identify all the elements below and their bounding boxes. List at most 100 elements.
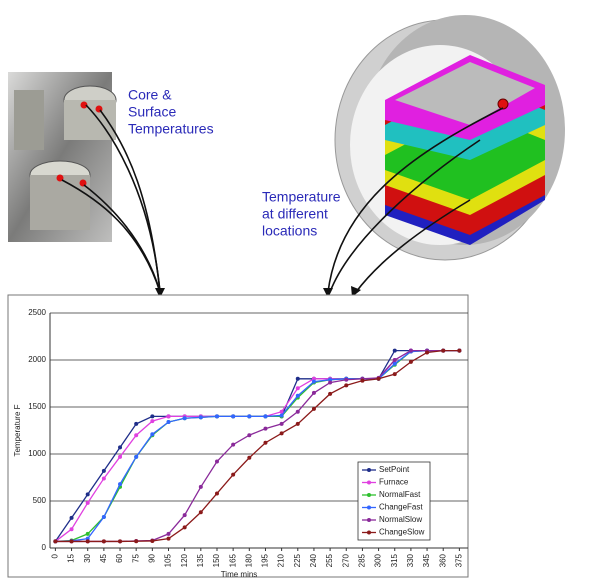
x-tick-label: 180 (244, 553, 253, 567)
data-point (85, 492, 90, 497)
x-tick-label: 60 (115, 553, 124, 562)
series-line (55, 349, 460, 543)
data-point (328, 380, 333, 385)
x-tick-label: 345 (422, 553, 431, 567)
data-point (134, 539, 139, 544)
data-point (457, 348, 462, 353)
y-tick-label: 1000 (28, 449, 46, 458)
x-tick-label: 90 (147, 553, 156, 562)
data-point (295, 409, 300, 414)
data-point (134, 454, 139, 459)
data-point (166, 414, 171, 419)
data-point (279, 413, 284, 418)
legend-marker (367, 530, 371, 535)
data-point (182, 416, 187, 421)
data-point (134, 433, 139, 438)
photo (8, 72, 117, 242)
annotation-text: Temperatures (128, 121, 214, 137)
x-tick-label: 225 (293, 553, 302, 567)
data-point (311, 379, 316, 384)
y-tick-label: 2000 (28, 355, 46, 364)
arrowheads (155, 286, 361, 298)
x-tick-label: 120 (180, 553, 189, 567)
data-point (214, 459, 219, 464)
x-tick-label: 210 (277, 553, 286, 567)
data-point (231, 442, 236, 447)
y-tick-label: 0 (42, 543, 47, 552)
data-point (376, 376, 381, 381)
x-tick-label: 360 (438, 553, 447, 567)
x-tick-label: 270 (341, 553, 350, 567)
x-tick-label: 195 (261, 553, 270, 567)
data-point (150, 432, 155, 437)
data-point (182, 525, 187, 530)
legend-label: NormalSlow (379, 515, 422, 524)
data-point (118, 454, 123, 459)
x-tick-label: 150 (212, 553, 221, 567)
data-point (392, 348, 397, 353)
data-point (392, 372, 397, 377)
data-point (69, 515, 74, 520)
data-point (85, 531, 90, 536)
data-point (166, 536, 171, 541)
data-point (118, 539, 123, 544)
data-point (53, 539, 58, 544)
data-point (166, 420, 171, 425)
data-point (182, 513, 187, 518)
data-point (295, 376, 300, 381)
data-point (441, 348, 446, 353)
data-point (150, 419, 155, 424)
data-point (263, 414, 268, 419)
data-point (150, 414, 155, 419)
annotation-text: locations (262, 223, 317, 239)
data-point (328, 377, 333, 382)
x-tick-label: 240 (309, 553, 318, 567)
x-tick-label: 75 (131, 553, 140, 562)
data-point (198, 510, 203, 515)
legend-label: ChangeSlow (379, 528, 425, 537)
data-point (85, 500, 90, 505)
x-tick-label: 45 (99, 553, 108, 562)
data-point (231, 472, 236, 477)
legend-marker (367, 518, 371, 522)
data-point (150, 538, 155, 543)
data-point (101, 468, 106, 473)
data-point (360, 378, 365, 383)
data-point (198, 415, 203, 420)
data-point (311, 376, 316, 381)
legend-label: Furnace (379, 478, 409, 487)
data-point (214, 491, 219, 496)
data-point (295, 421, 300, 426)
x-tick-label: 15 (67, 553, 76, 562)
y-axis-label: Temperature F (13, 404, 22, 456)
y-tick-label: 1500 (28, 402, 46, 411)
data-point (263, 426, 268, 431)
x-tick-label: 375 (454, 553, 463, 567)
data-point (198, 484, 203, 489)
x-axis-label: Time mins (221, 570, 258, 579)
x-tick-label: 330 (406, 553, 415, 567)
legend-label: NormalFast (379, 490, 421, 499)
data-point (392, 358, 397, 362)
data-point (425, 350, 430, 355)
annotation-text: Surface (128, 104, 176, 120)
y-tick-label: 2500 (28, 308, 46, 317)
data-point (247, 455, 252, 460)
y-tick-label: 500 (33, 496, 47, 505)
x-tick-label: 135 (196, 553, 205, 567)
data-point (101, 476, 106, 481)
data-point (231, 414, 236, 419)
data-point (344, 383, 349, 388)
data-point (101, 514, 106, 519)
data-point (101, 539, 106, 544)
data-point (328, 391, 333, 396)
x-tick-label: 0 (50, 553, 59, 558)
legend-marker (367, 480, 371, 485)
data-point (344, 377, 349, 382)
data-point (408, 359, 413, 364)
annotation-text: Core & (128, 87, 172, 103)
arrows (61, 104, 504, 293)
x-tick-label: 165 (228, 553, 237, 567)
legend-marker (367, 505, 371, 510)
